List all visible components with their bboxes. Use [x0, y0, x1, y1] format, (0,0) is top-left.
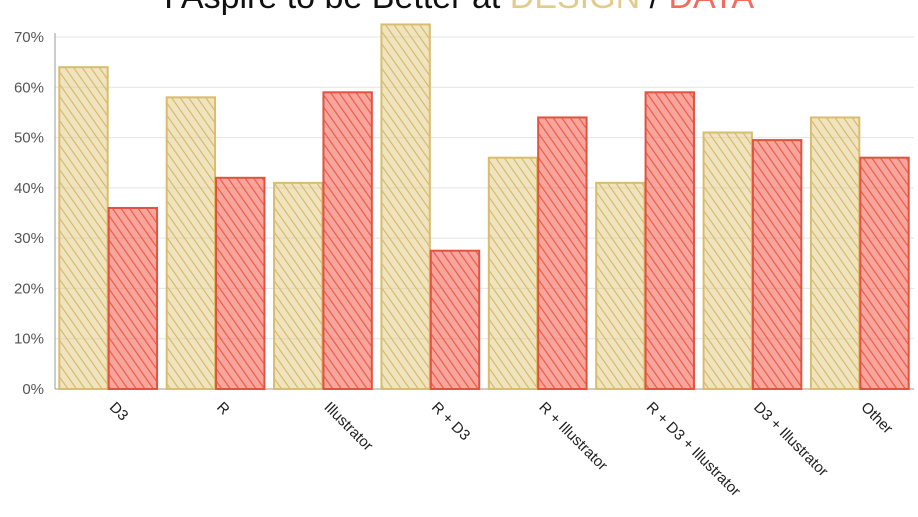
bar-data-2: [215, 176, 266, 390]
y-tick-label: 50%: [14, 130, 44, 147]
x-axis: D3 R Illustrator R + D3 R + Illustrator R + D…: [106, 399, 896, 500]
y-tick-label: 0%: [22, 381, 44, 398]
y-tick-label: 70%: [14, 29, 44, 46]
bar-data-8: [859, 156, 910, 390]
bar-data-5: [537, 116, 588, 390]
title-design-word: DESIGN: [510, 0, 640, 16]
bar-design-2: [165, 96, 217, 390]
y-tick-label: 40%: [14, 180, 44, 197]
bar-data-3: [322, 91, 373, 390]
x-tick-label: R + D3 + Illustrator: [643, 399, 744, 500]
bar-design-8: [809, 116, 861, 390]
x-tick-label: Illustrator: [321, 399, 377, 455]
bar-data-6: [644, 91, 695, 390]
bar-design-7: [702, 131, 753, 391]
bar-data-7: [751, 139, 803, 390]
bar-data-1: [107, 206, 159, 390]
y-tick-label: 20%: [14, 280, 44, 297]
bar-design-5: [487, 156, 539, 390]
bar-data-4: [429, 249, 481, 390]
y-axis: 0% 10% 20% 30% 40% 50% 60% 70%: [14, 29, 914, 398]
y-tick-label: 60%: [14, 79, 44, 96]
bar-design-4: [380, 23, 431, 391]
y-tick-label: 10%: [14, 331, 44, 348]
x-tick-label: R + D3: [428, 399, 473, 444]
x-tick-label: Other: [857, 399, 896, 438]
x-tick-label: R: [213, 399, 233, 419]
x-tick-label: R + Illustrator: [535, 399, 610, 474]
bar-design-6: [595, 181, 646, 390]
bars: [58, 23, 910, 391]
bar-design-1: [58, 66, 109, 391]
title-separator: /: [640, 0, 668, 16]
x-tick-label: D3: [106, 399, 132, 425]
x-tick-label: D3 + Illustrator: [750, 399, 831, 480]
bar-design-3: [273, 181, 324, 390]
chart-title: I Aspire to be Better at DESIGN / DATA: [0, 0, 918, 17]
y-tick-label: 30%: [14, 230, 44, 247]
title-prefix: I Aspire to be Better at: [164, 0, 510, 16]
title-data-word: DATA: [668, 0, 754, 16]
